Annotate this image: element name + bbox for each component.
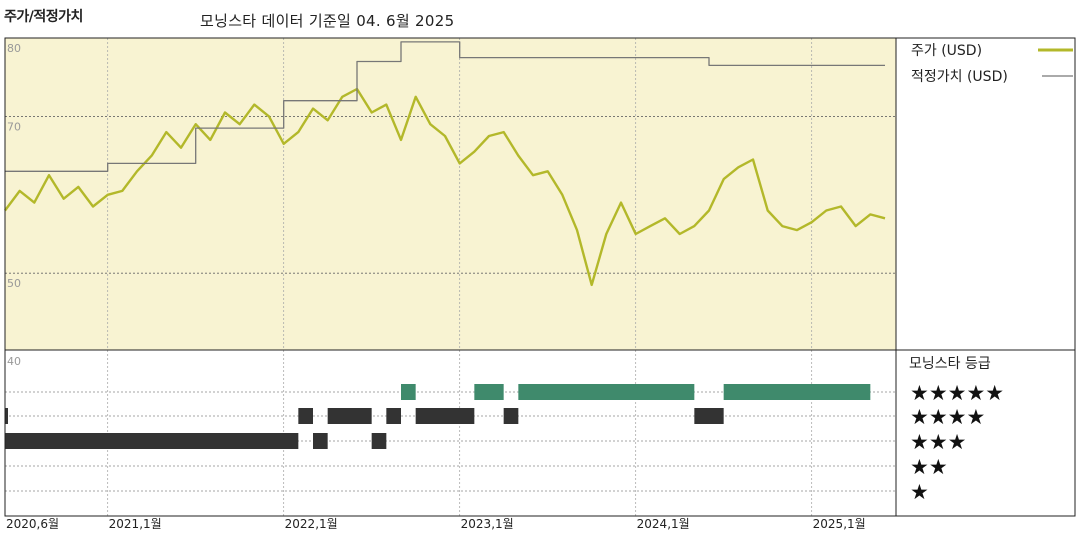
- rating-bar: [503, 408, 519, 424]
- rating-bar: [5, 408, 8, 424]
- x-tick-label: 2021,1월: [109, 517, 162, 531]
- x-axis-ticks: 2020,6월 2021,1월 2022,1월 2023,1월 2024,1월 2025,…: [6, 517, 866, 531]
- x-tick-label: 2024,1월: [637, 517, 690, 531]
- rating-bar: [313, 433, 328, 449]
- rating-bars: [5, 384, 871, 449]
- x-tick-label: 2022,1월: [285, 517, 338, 531]
- rating-row-label: ★★★★: [910, 405, 985, 429]
- rating-title: 모닝스타 등급: [909, 356, 991, 372]
- chart-frame: [4, 37, 1076, 517]
- rating-bar: [298, 408, 313, 424]
- rating-bar: [474, 384, 504, 400]
- x-tick-label: 2025,1월: [813, 517, 866, 531]
- rating-bar: [327, 408, 372, 424]
- y-tick-label: 80: [7, 42, 21, 55]
- outer-border: [4, 37, 1076, 517]
- chart-title: 주가/적정가치: [4, 9, 83, 25]
- rating-bar: [415, 408, 475, 424]
- rating-row-label: ★★★: [910, 430, 966, 454]
- rating-bar: [401, 384, 416, 400]
- chart-subtitle: 모닝스타 데이터 기준일 04. 6월 2025: [200, 12, 455, 30]
- y-tick-label: 50: [7, 277, 21, 290]
- price-plot-background: [5, 38, 896, 350]
- series-layer: [4, 41, 886, 287]
- rating-bar: [5, 433, 299, 449]
- y-axis-ticks: 80 70 50 40: [7, 42, 21, 368]
- rating-bar: [723, 384, 871, 400]
- price-series-line: [4, 87, 886, 287]
- legend: 주가 (USD)적정가치 (USD)모닝스타 등급★★★★★★★★★★★★★★★: [909, 43, 1073, 504]
- rating-bar: [371, 433, 387, 449]
- rating-bar: [386, 408, 401, 424]
- rating-row-label: ★★: [910, 455, 948, 479]
- price-grid: [5, 38, 896, 516]
- legend-label: 주가 (USD): [911, 43, 982, 59]
- rating-row-label: ★: [910, 480, 929, 504]
- x-tick-label: 2023,1월: [461, 517, 514, 531]
- rating-bar: [518, 384, 695, 400]
- y-tick-label: 70: [7, 120, 21, 133]
- fair-value-series-line: [5, 41, 885, 172]
- y-tick-label: 40: [7, 355, 21, 368]
- legend-label: 적정가치 (USD): [911, 69, 1008, 85]
- rating-row-label: ★★★★★: [910, 381, 1004, 405]
- x-tick-label: 2020,6월: [6, 517, 59, 531]
- rating-bar: [694, 408, 724, 424]
